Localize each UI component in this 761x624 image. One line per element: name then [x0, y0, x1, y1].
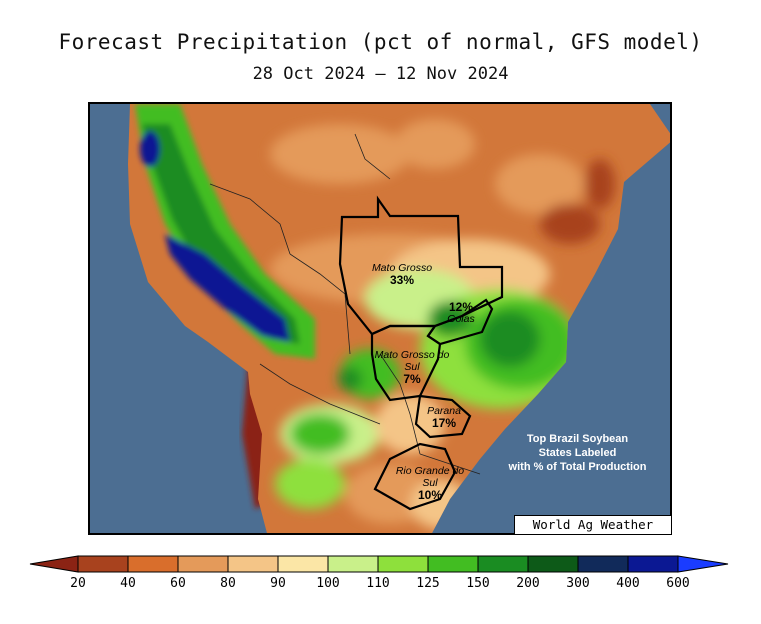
scale-tick-label: 110: [366, 576, 390, 591]
state-pct: 10%: [417, 488, 443, 502]
scale-tick-label: 60: [170, 576, 186, 591]
state-pct: 12%: [448, 300, 474, 314]
date-range: 28 Oct 2024 — 12 Nov 2024: [252, 64, 509, 84]
state-name: Goias: [447, 313, 475, 325]
scale-tick-label: 90: [270, 576, 286, 591]
scale-box: [577, 555, 629, 573]
scale-tick-label: 80: [220, 576, 236, 591]
rio-grande-do-sul-border: [373, 442, 457, 511]
note-line: with % of Total Production: [508, 461, 647, 473]
state-pct: 33%: [389, 273, 415, 287]
scale-box: [277, 555, 329, 573]
scale-box: [327, 555, 379, 573]
color-scale: [29, 555, 729, 573]
scale-box: [227, 555, 279, 573]
scale-box: [77, 555, 129, 573]
precipitation-map: Mato Grosso 33% 12% Goias Mato Grosso do…: [88, 102, 672, 535]
scale-tick-label: 150: [466, 576, 490, 591]
state-pct: 7%: [403, 372, 421, 386]
scale-box: [527, 555, 579, 573]
state-name: Mato Grosso do Sul: [374, 349, 450, 373]
scale-box: [177, 555, 229, 573]
parana-border: [414, 394, 472, 439]
label-parana: Parana 17%: [412, 405, 476, 429]
label-rio-grande-do-sul: Rio Grande do Sul 10%: [390, 465, 470, 501]
scale-tick-label: 20: [70, 576, 86, 591]
map-canvas: [90, 104, 670, 533]
scale-box: [127, 555, 179, 573]
state-name: Mato Grosso: [371, 262, 433, 274]
scale-tick-label: 200: [516, 576, 540, 591]
label-mato-grosso: Mato Grosso 33%: [352, 262, 452, 286]
scale-box: [377, 555, 429, 573]
scale-tick-label: 40: [120, 576, 136, 591]
scale-box: [427, 555, 479, 573]
scale-box: [477, 555, 529, 573]
scale-tick-label: 125: [416, 576, 440, 591]
note-line: States Labeled: [538, 447, 617, 459]
scale-box: [627, 555, 679, 573]
mato-grosso-border: [338, 195, 504, 336]
map-title: Forecast Precipitation (pct of normal, G…: [58, 30, 703, 54]
state-name: Parana: [427, 405, 461, 417]
label-mato-grosso-do-sul: Mato Grosso do Sul 7%: [370, 349, 454, 385]
state-pct: 17%: [431, 416, 457, 430]
scale-tick-label: 600: [666, 576, 690, 591]
scale-tick-label: 300: [566, 576, 590, 591]
scale-arrow-high: [677, 555, 729, 573]
brand-label: World Ag Weather: [514, 515, 672, 535]
state-borders: [338, 195, 504, 511]
state-name: Rio Grande do Sul: [395, 465, 465, 489]
scale-tick-label: 400: [616, 576, 640, 591]
label-goias: 12% Goias: [426, 301, 496, 325]
scale-tick-label: 100: [316, 576, 340, 591]
mato-grosso-do-sul-border: [370, 324, 442, 402]
scale-arrow-low: [29, 555, 79, 573]
soybean-note: Top Brazil Soybean States Labeled with %…: [490, 432, 665, 474]
note-line: Top Brazil Soybean: [526, 433, 629, 445]
country-borders: [209, 133, 481, 475]
